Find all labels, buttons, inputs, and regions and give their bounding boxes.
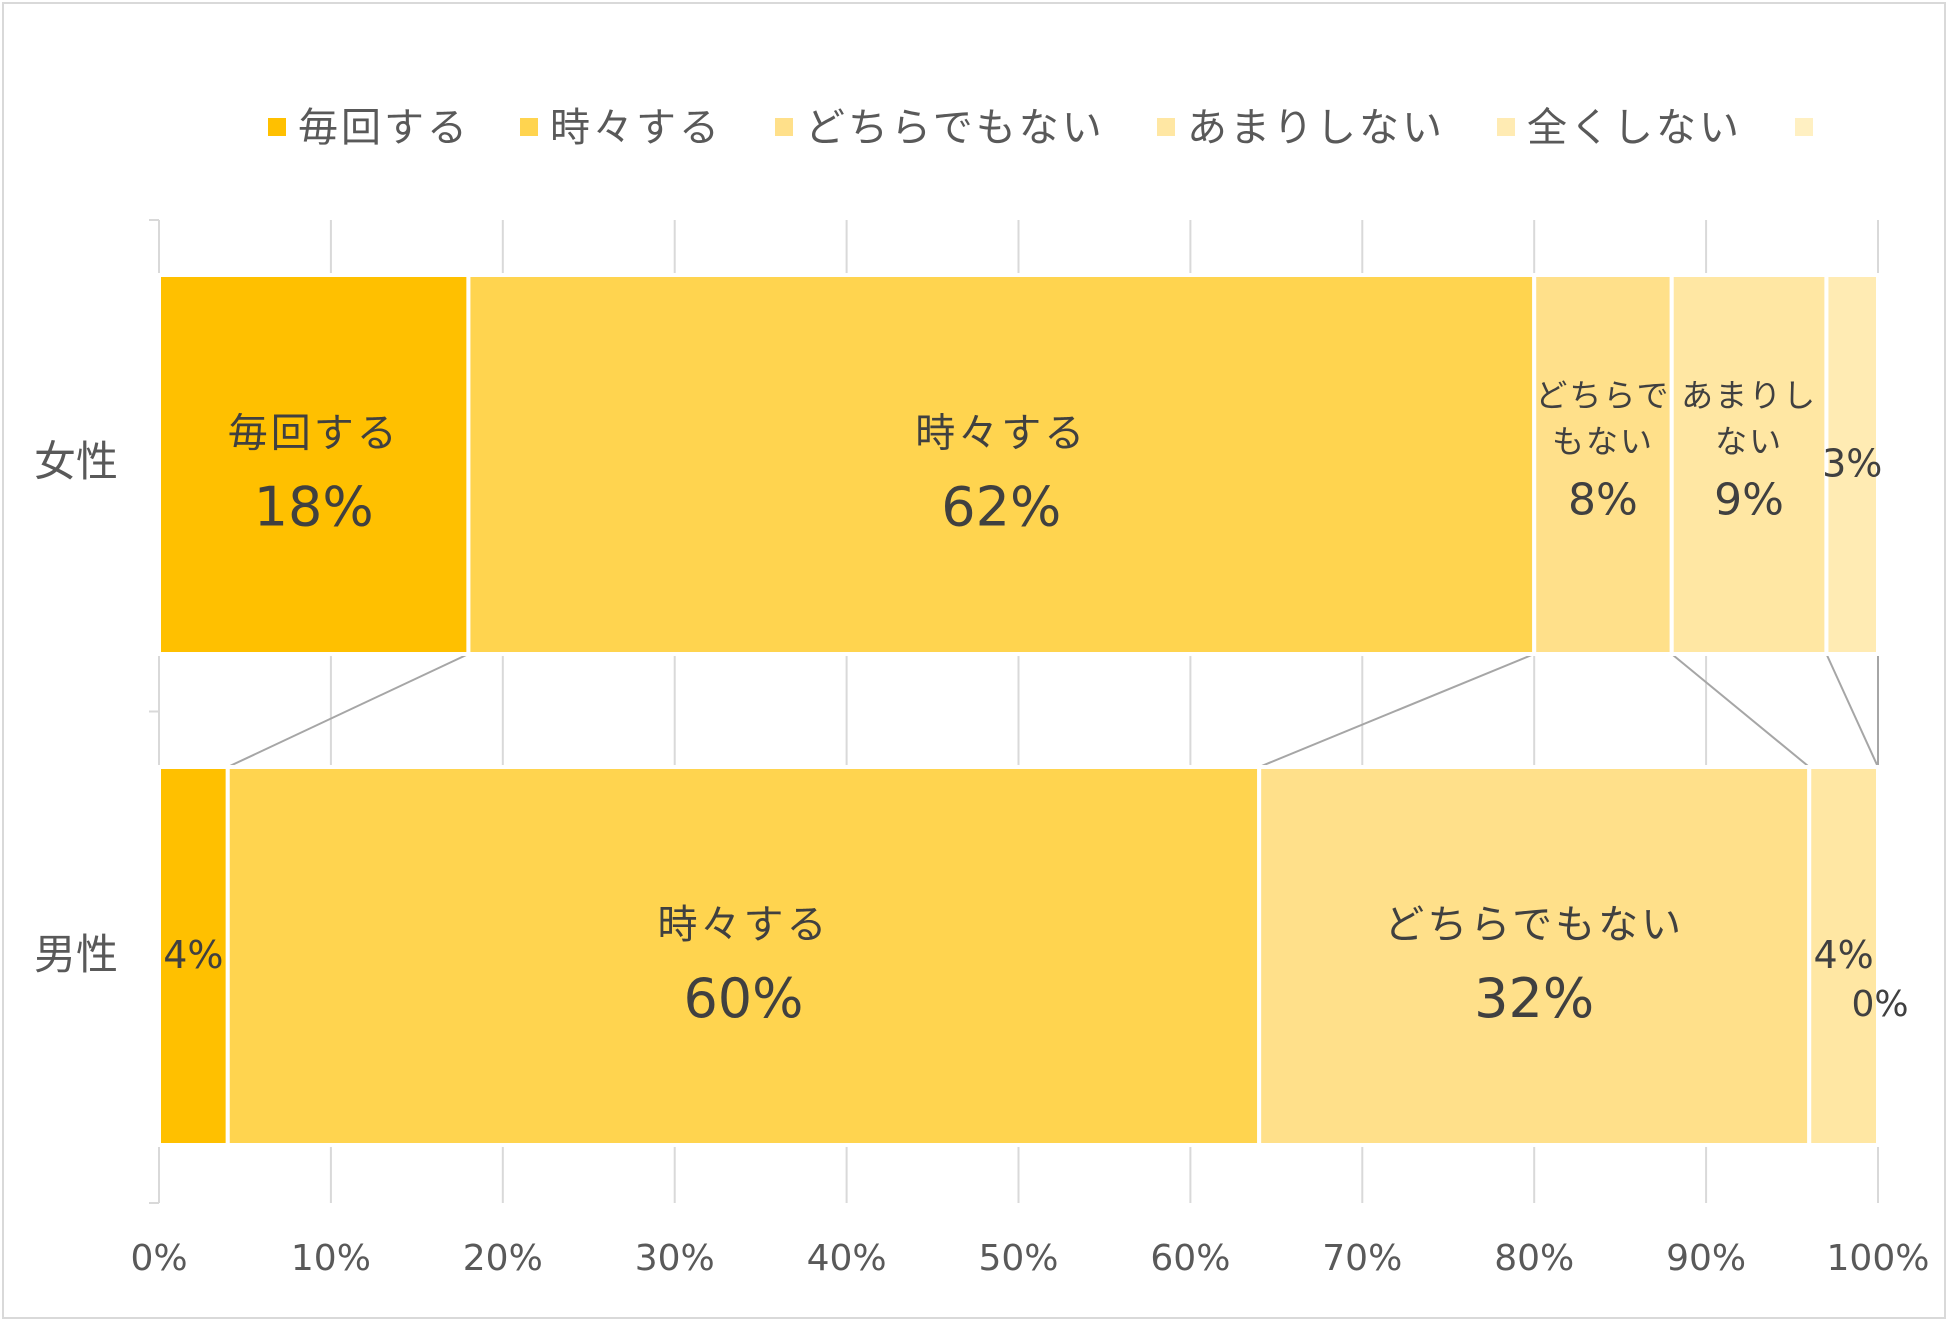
bar-segment: [1824, 273, 1881, 656]
x-tick-label: 90%: [1666, 1238, 1746, 1279]
series-line: [227, 653, 469, 768]
legend-label: 時々する: [550, 105, 722, 151]
data-label-value: 18%: [254, 476, 374, 539]
data-label-value: 3%: [1822, 442, 1882, 486]
series-line: [1258, 653, 1535, 768]
bar-segment: [1257, 765, 1812, 1147]
data-label-value: 60%: [683, 967, 803, 1030]
data-label-series-name: あまりし: [1681, 377, 1817, 415]
x-tick-label: 50%: [978, 1238, 1058, 1279]
x-tick-label: 20%: [463, 1238, 543, 1279]
bar-segment: [157, 273, 471, 656]
x-tick-label: 40%: [807, 1238, 887, 1279]
legend-swatch: [520, 118, 538, 136]
data-label-value: 4%: [163, 933, 223, 977]
x-tick-label: 80%: [1494, 1238, 1574, 1279]
legend-swatch: [268, 118, 286, 136]
x-tick-label: 100%: [1827, 1238, 1930, 1279]
tick-labels: 0% 10% 20% 30% 40% 50% 60% 70% 80% 90% 100%: [130, 1238, 1929, 1279]
data-label-value: 0%: [1851, 984, 1908, 1025]
series-line: [1825, 653, 1879, 768]
legend-swatch: [1497, 118, 1515, 136]
data-label-value: 32%: [1474, 967, 1594, 1030]
data-label-series-name: どちらで: [1535, 377, 1670, 415]
data-label-value: 9%: [1714, 475, 1784, 526]
bar-segment: [1807, 765, 1880, 1147]
bars: [157, 273, 1881, 1147]
data-label-value: 4%: [1813, 933, 1873, 977]
category-label: 女性: [34, 437, 118, 486]
data-labels: 毎回する18%時々する62%どちらでもない8%あまりしない9%3%4%時々する6…: [163, 377, 1908, 1031]
legend-label: 毎回する: [298, 105, 470, 151]
legend-label: 全くしない: [1527, 105, 1742, 151]
data-label-value: 8%: [1568, 475, 1638, 526]
x-tick-label: 30%: [635, 1238, 715, 1279]
legend-swatch: [1157, 118, 1175, 136]
bar-segment: [225, 765, 1262, 1147]
data-label-series-name: 時々する: [915, 411, 1087, 457]
bar-segment: [1532, 273, 1674, 656]
series-lines: [227, 653, 1879, 768]
x-tick-label: 0%: [130, 1238, 187, 1279]
data-label-series-name: 時々する: [657, 902, 829, 948]
x-tick-label: 10%: [291, 1238, 371, 1279]
series-line: [1671, 653, 1810, 768]
bar-segment: [466, 273, 1537, 656]
legend-swatch: [775, 118, 793, 136]
legend-label: あまりしない: [1187, 105, 1445, 151]
data-label-series-name: どちらでもない: [1384, 902, 1684, 948]
x-tick-label: 60%: [1150, 1238, 1230, 1279]
category-label: 男性: [34, 930, 118, 979]
bar-segment: [1669, 273, 1829, 656]
bar-segment: [157, 765, 230, 1147]
legend-swatch: [1795, 118, 1813, 136]
x-tick-label: 70%: [1322, 1238, 1402, 1279]
data-label-series-name: もない: [1552, 423, 1654, 461]
data-label-value: 62%: [941, 476, 1061, 539]
data-label-series-name: ない: [1715, 423, 1783, 461]
legend-label: どちらでもない: [805, 105, 1105, 151]
legend: 毎回する 時々する どちらでもない あまりしない 全くしない: [268, 105, 1813, 151]
data-label-series-name: 毎回する: [228, 411, 400, 457]
